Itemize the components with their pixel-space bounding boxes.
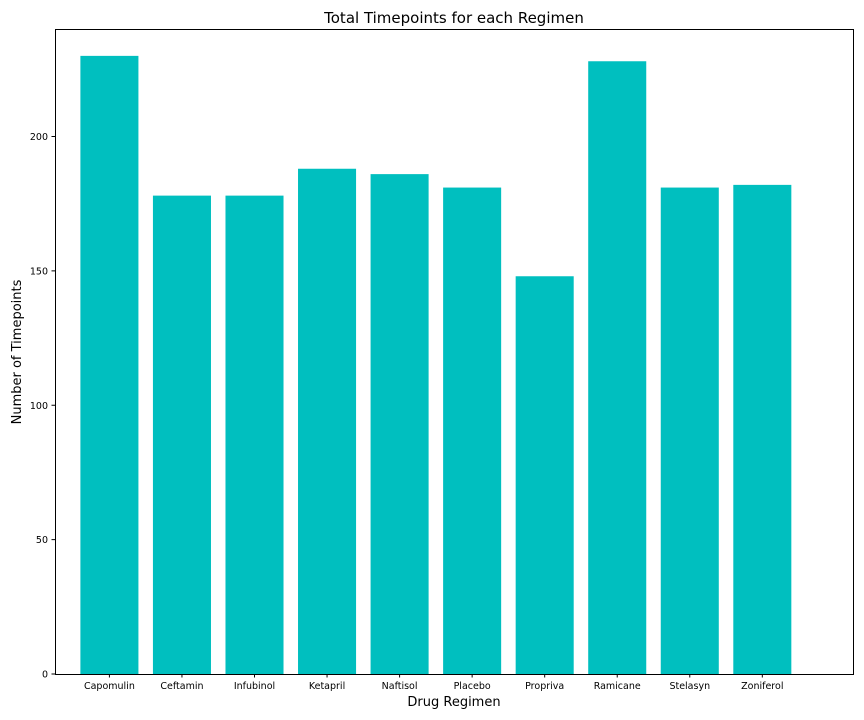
x-tick-label: Capomulin [84,681,135,692]
y-axis-label: Number of Timepoints [10,279,25,424]
x-axis-ticks: Capomulin Ceftamin Infubinol Ketapril Naftis… [84,674,783,692]
y-tick-label: 0 [42,670,48,681]
x-tick-label: Naftisol [382,681,418,692]
bar-placebo [443,187,502,674]
x-tick-label: Ceftamin [160,681,203,692]
x-tick-label: Zoniferol [741,681,783,692]
x-tick-label: Stelasyn [669,681,710,692]
bar-infubinol [225,195,284,674]
x-tick-label: Propriva [525,681,564,692]
y-axis-ticks: 0 50 100 150 200 [30,132,55,681]
bars-group [80,55,792,674]
bar-propriva [515,276,574,674]
bar-zoniferol [733,184,792,674]
x-tick-label: Placebo [454,681,491,692]
y-tick-label: 150 [30,266,48,277]
chart-title: Total Timepoints for each Regimen [323,9,584,27]
x-tick-label: Infubinol [234,681,275,692]
plot-frame [55,29,854,675]
x-tick-label: Ramicane [594,681,641,692]
bar-stelasyn [660,187,719,674]
y-tick-label: 200 [30,132,48,143]
y-tick-label: 100 [30,401,48,412]
bar-capomulin [80,55,139,674]
x-axis-label: Drug Regimen [407,695,500,710]
bar-ramicane [588,61,647,674]
y-tick-label: 50 [36,535,48,546]
x-tick-label: Ketapril [309,681,345,692]
bar-ceftamin [152,195,211,674]
bar-naftisol [370,174,429,674]
bar-ketapril [298,168,357,674]
